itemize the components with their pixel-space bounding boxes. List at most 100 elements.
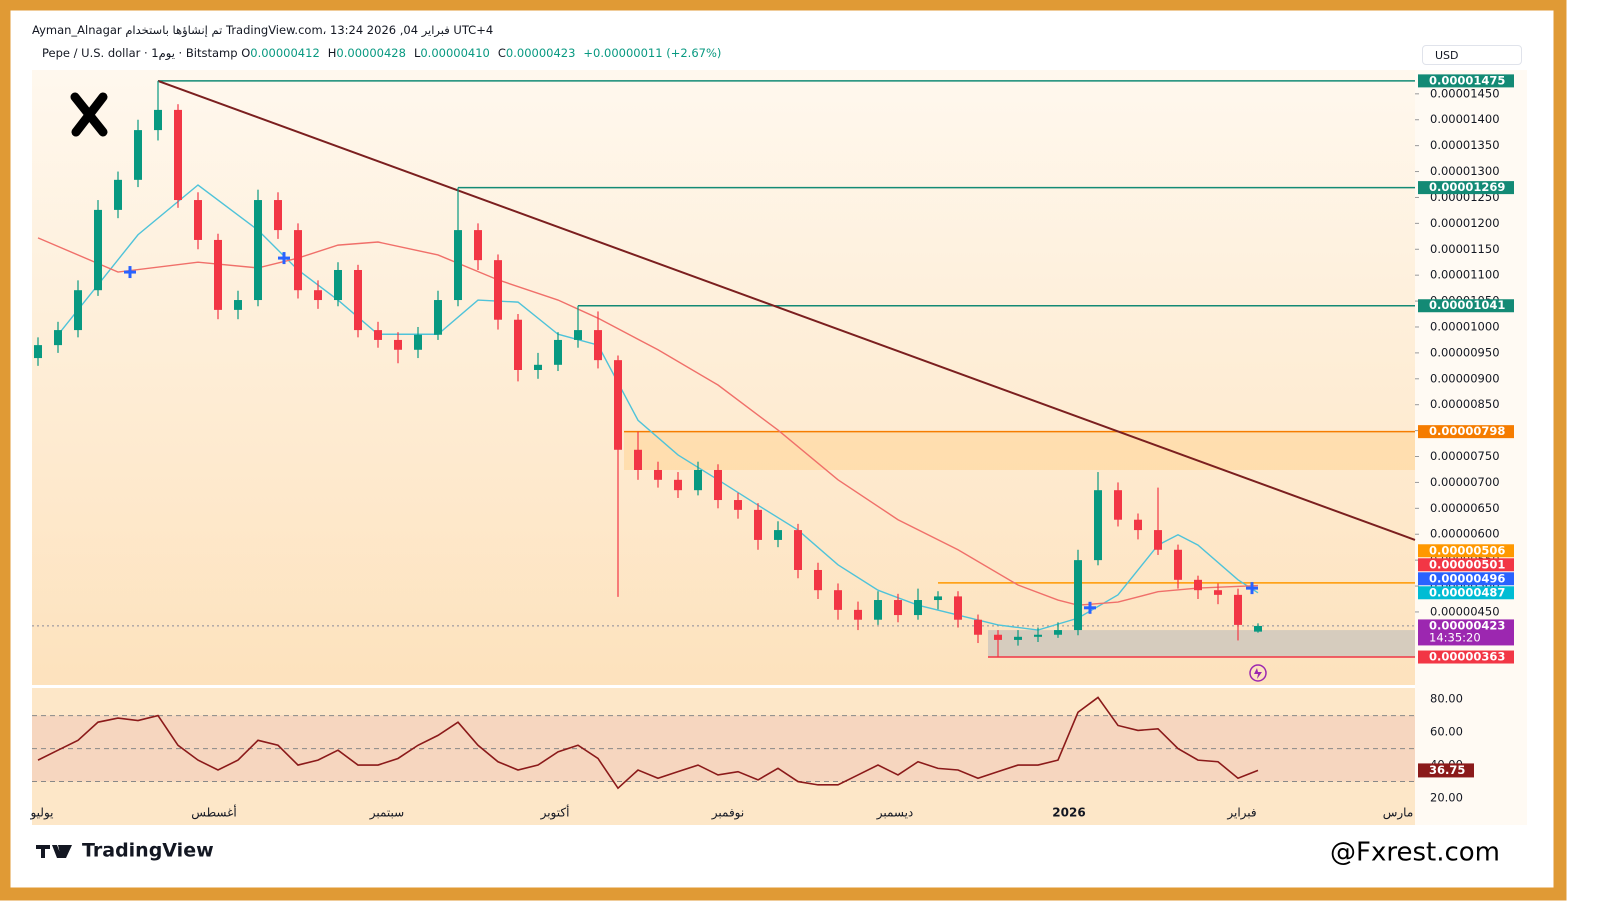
y-tick-label: 0.00001150 [1430,242,1500,256]
price-tag-label: 0.00000496 [1429,571,1505,585]
y-tick-label: 0.00000900 [1430,371,1500,385]
moving-average [57,184,1259,631]
candle-body [754,509,762,540]
ohlc-key: L [413,46,421,60]
candle-body [594,330,602,361]
candle-body [554,339,562,365]
candle-body [674,479,682,491]
rsi-line [37,696,1259,790]
price-tag [1418,74,1514,88]
candle-body [534,364,542,370]
candle-body [854,609,862,620]
attribution: Ayman_Alnagar تم إنشاؤها باستخدام Tradin… [32,23,494,37]
candle-body [114,179,122,210]
candle-body [1154,530,1162,550]
x-tick-label: سبتمبر [369,806,404,821]
y-tick-label: 0.00001100 [1430,268,1500,282]
candle-body [774,530,782,540]
candle-body [274,200,282,231]
candle-body [134,130,142,180]
y-tick-label: 0.00001200 [1430,216,1500,230]
candle-body [354,269,362,331]
rsi-tag-label: 36.75 [1429,763,1465,777]
x-tick-label: مارس [1383,806,1414,821]
x-tick-label: ديسمبر [876,806,914,821]
price-tag [1418,544,1514,558]
candle-body [1014,636,1022,640]
ohlc-value: 0.00000410 [420,46,490,60]
tv-logo: TradingView [82,840,214,862]
price-tag-label: 0.00000487 [1429,585,1505,599]
price-tag-label: 0.00000423 [1429,618,1505,632]
ohlc-value: 0.00000428 [336,46,406,60]
alert-icon[interactable] [1249,664,1267,682]
y-tick-label: 0.00001000 [1430,319,1500,333]
price-tag [1418,558,1514,572]
candle-body [54,330,62,346]
candle-body [314,290,322,301]
candle-body [94,209,102,291]
signal-marker [124,266,136,279]
y-tick-label: 0.00000600 [1430,527,1500,541]
price-tag-label: 0.00001041 [1429,298,1505,312]
y-tick-label: 0.00000700 [1430,475,1500,489]
candle-body [574,330,582,340]
candle-body [1134,519,1142,531]
price-tag [1418,619,1514,646]
symbol-bar: Pepe / U.S. dollar · 1يوم · Bitstamp O0.… [42,46,729,60]
candle-body [1034,634,1042,637]
ohlc-value: 0.00000423 [505,46,576,60]
y-tick-label: 0.00001450 [1430,86,1500,100]
candle-body [394,339,402,350]
candle-body [914,600,922,616]
countdown: 14:35:20 [1429,630,1481,644]
zone [624,431,1415,470]
candle-body [34,345,42,359]
y-tick-label: 0.00000650 [1430,501,1500,515]
x-tick-label: يوليو [29,806,53,821]
zone [988,630,1415,658]
price-tag [1418,425,1514,439]
ohlc-key: O [241,46,251,60]
currency-button[interactable]: USD [1422,45,1522,65]
candle-body [794,530,802,570]
y-tick-label: 0.00000850 [1430,397,1500,411]
candle-body [874,600,882,620]
price-tag [1418,299,1514,313]
y-tick-label: 0.00001300 [1430,164,1500,178]
candle-body [474,230,482,261]
candle-body [894,600,902,616]
candle-body [974,619,982,635]
candle-body [294,230,302,291]
candle-body [694,469,702,491]
trendline [157,79,1416,541]
signal-marker [278,252,290,265]
price-tag [1418,181,1514,195]
candle-body [494,260,502,320]
signal-marker [1246,582,1258,595]
ohlc: O0.00000412 H0.00000428 L0.00000410 C0.0000… [241,46,583,60]
candle-body [654,469,662,480]
price-tag [1418,586,1514,600]
x-tick-label: فبراير [1226,806,1256,821]
y-tick-label: 0.00000450 [1430,604,1500,618]
candle-body [1214,590,1222,595]
y-tick-label: 20.00 [1430,791,1463,805]
price-pane [32,70,1415,685]
y-tick-label: 0.00001350 [1430,138,1500,152]
x-logo [70,92,108,137]
candle-body [154,109,162,131]
price-tag-label: 0.00000506 [1429,543,1505,557]
symbol: Pepe / U.S. dollar · 1يوم · Bitstamp [42,46,238,60]
ohlc-value: 0.00000412 [250,46,320,60]
price-tag [1418,572,1514,586]
ohlc-key: H [327,46,337,60]
candle-body [1054,630,1062,635]
y-tick-label: 60.00 [1430,725,1463,739]
candle-body [174,109,182,201]
candle-body [734,500,742,510]
candle-body [614,360,622,450]
ohlc-key: C [497,46,506,60]
candle-body [1174,549,1182,580]
